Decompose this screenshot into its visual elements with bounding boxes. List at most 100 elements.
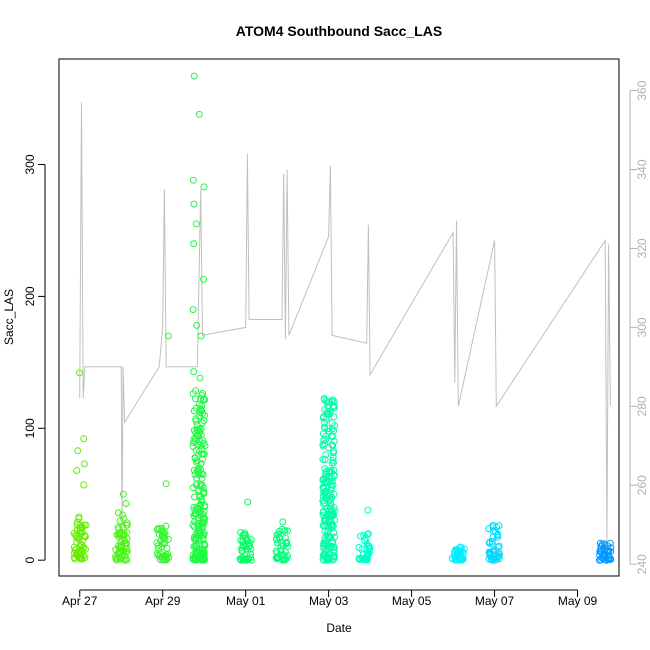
y2-tick-label: 340: [635, 159, 649, 179]
data-point: [275, 553, 283, 561]
data-point: [122, 500, 130, 507]
data-point: [196, 438, 204, 446]
data-point: [320, 499, 328, 507]
data-point: [159, 529, 167, 537]
data-point: [281, 548, 289, 556]
data-point: [198, 520, 206, 528]
data-point: [329, 481, 337, 489]
data-point: [190, 240, 198, 248]
data-point: [195, 554, 203, 561]
data-point: [119, 523, 127, 531]
data-point: [324, 532, 332, 540]
data-point: [198, 391, 206, 399]
right-axis-line-series: [79, 102, 611, 545]
data-point: [196, 529, 204, 536]
y-tick-label: 100: [23, 418, 37, 438]
point-cluster: [236, 498, 255, 564]
data-point: [238, 548, 246, 556]
data-point: [606, 539, 614, 547]
data-point: [597, 539, 604, 547]
data-point: [331, 533, 339, 541]
data-point: [273, 531, 281, 539]
point-cluster: [448, 543, 468, 564]
data-point: [321, 418, 329, 426]
data-point: [361, 537, 369, 545]
data-point: [78, 538, 86, 545]
data-point: [192, 545, 200, 553]
data-point: [73, 467, 81, 474]
data-point: [195, 514, 203, 522]
data-point: [190, 368, 198, 376]
data-point: [324, 516, 332, 524]
data-point: [281, 555, 289, 563]
data-point: [196, 501, 204, 509]
data-point: [327, 486, 335, 494]
data-point: [604, 547, 612, 555]
data-point: [239, 556, 247, 563]
right-series-line: [79, 102, 611, 545]
data-point: [196, 374, 204, 382]
data-point: [330, 555, 338, 563]
data-point: [485, 525, 493, 533]
data-point: [245, 543, 253, 551]
data-point: [195, 536, 203, 544]
data-point: [329, 402, 337, 410]
data-point: [114, 509, 122, 517]
data-point: [200, 519, 208, 527]
data-point: [328, 522, 336, 530]
data-point: [495, 550, 503, 558]
data-point: [331, 471, 338, 479]
data-point: [191, 549, 199, 557]
data-point: [323, 491, 331, 499]
data-point: [495, 522, 503, 530]
x-tick-label: May 01: [226, 594, 266, 608]
data-point: [279, 518, 287, 526]
data-point: [193, 474, 200, 482]
data-point: [324, 425, 332, 433]
data-point: [192, 530, 200, 538]
data-point: [329, 453, 337, 461]
data-point: [195, 425, 203, 433]
data-point: [196, 509, 203, 517]
data-point: [329, 442, 337, 449]
data-point: [116, 517, 124, 525]
data-point: [195, 110, 203, 118]
data-point: [200, 484, 207, 492]
data-point: [364, 506, 372, 514]
data-point: [330, 397, 338, 405]
axes: 0 100 200 300 240 260 280 300 320 340 360 Apr 27 Apr…: [23, 80, 649, 608]
data-point: [320, 517, 328, 525]
y2-tick-label: 320: [635, 238, 649, 258]
data-point: [240, 531, 248, 539]
data-point: [190, 439, 197, 447]
data-point: [322, 553, 330, 561]
data-point: [247, 536, 255, 544]
data-point: [325, 403, 333, 411]
data-point: [323, 541, 331, 549]
data-point: [238, 544, 246, 552]
data-point: [194, 440, 202, 448]
data-point: [75, 515, 83, 522]
data-point: [330, 413, 338, 421]
point-cluster: [189, 72, 209, 564]
data-point: [281, 534, 289, 542]
data-point: [74, 447, 82, 455]
data-point: [329, 433, 337, 441]
data-point: [119, 511, 126, 519]
data-point: [195, 401, 203, 409]
data-point: [596, 551, 604, 559]
data-point: [71, 546, 79, 554]
data-point: [196, 493, 204, 501]
data-point: [321, 440, 329, 448]
data-point: [279, 541, 287, 549]
point-cluster: [70, 369, 90, 563]
data-point: [199, 450, 207, 458]
data-point: [330, 543, 338, 551]
data-point: [193, 321, 201, 329]
point-cluster: [153, 332, 173, 564]
data-point: [73, 532, 81, 540]
data-point: [491, 546, 499, 554]
data-point: [191, 510, 199, 518]
data-point: [162, 522, 170, 530]
data-point: [121, 552, 129, 560]
